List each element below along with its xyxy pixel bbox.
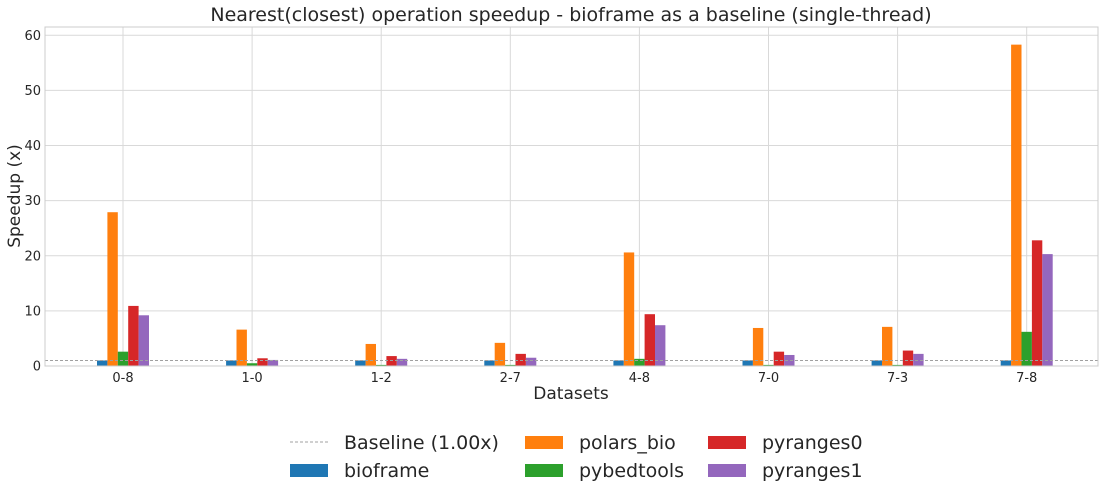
bar-bioframe-7-3 <box>871 360 882 366</box>
bar-pyranges0-7-8 <box>1031 240 1043 366</box>
bar-pyranges1-2-7 <box>525 357 537 366</box>
bar-pyranges1-7-8 <box>1042 254 1053 366</box>
bar-pybedtools-2-7 <box>505 364 516 366</box>
bar-pybedtools-4-8 <box>634 358 645 366</box>
y-tick-label: 30 <box>24 194 41 209</box>
bar-pyranges0-0-8 <box>128 305 139 366</box>
y-tick-label: 40 <box>24 139 41 154</box>
y-tick-label: 10 <box>24 304 41 319</box>
x-tick-label: 0-8 <box>112 371 133 386</box>
bar-polars_bio-2-7 <box>494 342 506 366</box>
y-tick-label: 60 <box>24 29 41 44</box>
legend-pybedtools: pybedtools <box>525 460 684 482</box>
bar-polars_bio-0-8 <box>107 212 118 366</box>
bar-polars_bio-1-0 <box>236 329 247 366</box>
bar-bioframe-0-8 <box>97 360 108 366</box>
bar-pybedtools-1-2 <box>376 364 387 366</box>
bar-polars_bio-4-8 <box>623 252 635 366</box>
bar-bioframe-4-8 <box>613 360 624 366</box>
bar-polars_bio-7-3 <box>882 326 893 366</box>
bar-bioframe-1-0 <box>226 360 237 366</box>
bar-pybedtools-0-8 <box>117 351 129 366</box>
ticks-layer: 0 10 20 30 40 50 60 0-8 1-0 1-2 2-7 4-8 7-0 7-3 7-8 <box>24 29 1037 386</box>
legend-swatch <box>708 464 746 477</box>
grid-layer <box>45 27 1098 367</box>
bar-pyranges0-1-2 <box>386 356 397 366</box>
legend-bioframe: bioframe <box>290 460 429 482</box>
legend-pyranges0: pyranges0 <box>708 432 863 454</box>
y-tick-label: 0 <box>33 360 41 375</box>
x-tick-label: 1-0 <box>241 371 262 386</box>
legend-label: Baseline (1.00x) <box>344 432 499 454</box>
legend-label: bioframe <box>344 460 429 482</box>
bar-pyranges1-1-2 <box>396 358 408 366</box>
bar-polars_bio-7-8 <box>1011 44 1022 366</box>
x-axis-label: Datasets <box>533 384 609 404</box>
bar-polars_bio-1-2 <box>365 343 376 366</box>
bar-pyranges0-2-7 <box>515 353 526 366</box>
legend-label: pybedtools <box>579 460 684 482</box>
bars-layer <box>45 44 1098 366</box>
bar-pybedtools-1-0 <box>246 363 258 366</box>
plot-frame <box>44 26 1099 367</box>
bar-bioframe-7-0 <box>742 360 753 366</box>
chart-title: Nearest(closest) operation speedup - bio… <box>210 4 931 26</box>
x-tick-label: 7-0 <box>758 371 779 386</box>
bar-pybedtools-7-3 <box>892 364 903 366</box>
bar-pyranges1-1-0 <box>267 359 279 366</box>
bar-bioframe-2-7 <box>484 360 495 366</box>
bar-pyranges1-0-8 <box>138 315 149 366</box>
bar-pyranges0-1-0 <box>257 358 268 366</box>
bar-pybedtools-7-8 <box>1021 331 1032 366</box>
legend: Baseline (1.00x) bioframe polars_biopybedt… <box>290 432 863 482</box>
bar-pyranges0-7-0 <box>773 351 785 366</box>
legend-swatch <box>290 464 328 477</box>
x-tick-label: 7-8 <box>1016 371 1037 386</box>
legend-pyranges1: pyranges1 <box>708 460 863 482</box>
legend-swatch <box>525 436 563 449</box>
x-tick-label: 1-2 <box>371 371 392 386</box>
bar-pyranges0-7-3 <box>902 350 914 366</box>
bar-pyranges1-7-3 <box>913 353 924 366</box>
legend-label: polars_bio <box>579 432 676 454</box>
bar-pyranges1-4-8 <box>655 325 666 366</box>
bar-pyranges1-7-0 <box>784 354 795 366</box>
x-tick-label: 7-3 <box>887 371 908 386</box>
legend-swatch <box>525 464 563 477</box>
legend-label: pyranges1 <box>762 460 863 482</box>
x-tick-label: 4-8 <box>629 371 650 386</box>
y-tick-label: 50 <box>24 84 41 99</box>
x-tick-label: 2-7 <box>500 371 521 386</box>
bar-bioframe-1-2 <box>355 360 366 366</box>
bar-polars_bio-7-0 <box>752 327 764 366</box>
bar-pybedtools-7-0 <box>763 364 774 366</box>
y-axis-label: Speedup (x) <box>5 144 25 248</box>
legend-swatch <box>708 436 746 449</box>
bar-bioframe-7-8 <box>1000 360 1012 366</box>
legend-label: pyranges0 <box>762 432 863 454</box>
bar-pyranges0-4-8 <box>644 314 655 366</box>
y-tick-label: 20 <box>24 249 41 264</box>
legend-polars_bio: polars_bio <box>525 432 676 454</box>
legend-baseline: Baseline (1.00x) <box>290 432 499 454</box>
